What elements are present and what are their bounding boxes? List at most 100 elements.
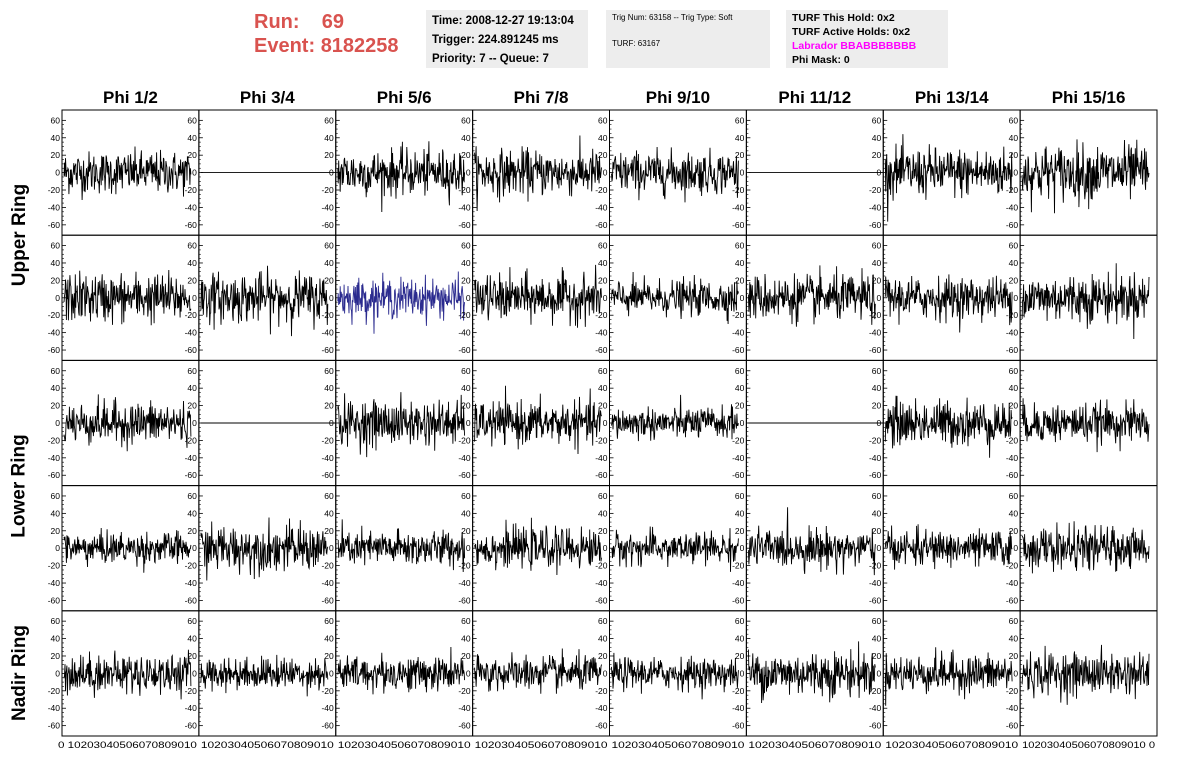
y-tick-label: 20 [324, 275, 334, 285]
waveform-trace [1021, 139, 1150, 214]
panel-r4-c3: 60 40 20 0 -20 -40 -60 [458, 610, 610, 737]
phi-title-4: Phi 9/10 [645, 88, 711, 107]
y-tick-label: -40 [869, 453, 882, 463]
turf-text: TURF: 63167 [612, 39, 661, 48]
y-tick-label: -40 [595, 453, 608, 463]
y-tick-label: 60 [187, 491, 197, 501]
y-tick-label: 20 [735, 150, 745, 160]
y-tick-label: -60 [458, 220, 471, 230]
y-tick-label: 0 [1013, 293, 1018, 303]
y-tick-label: -40 [48, 453, 61, 463]
y-tick-label: -40 [732, 453, 745, 463]
y-tick-label: 0 [1013, 418, 1018, 428]
y-tick-label: 0 [55, 418, 60, 428]
y-tick-label: 60 [51, 616, 61, 626]
panel-r0-c1: 60 40 20 0 -20 -40 -60 [185, 109, 337, 236]
y-tick-label: 40 [51, 383, 61, 393]
y-tick-label: 60 [872, 616, 882, 626]
y-tick-label: -40 [321, 202, 334, 212]
y-tick-label: 0 [603, 293, 608, 303]
y-tick-label: -20 [458, 686, 471, 696]
y-tick-label: -60 [732, 470, 745, 480]
y-tick-label: 20 [1009, 651, 1019, 661]
run-event-block: Run: 69 Event: 8182258 [254, 10, 399, 58]
y-tick-label: 0 [603, 168, 608, 178]
waveform-trace [1021, 644, 1150, 705]
y-tick-label: 20 [461, 275, 471, 285]
panel-r3-c1: 60 40 20 0 -20 -40 -60 [185, 485, 337, 612]
waveform-trace [337, 141, 466, 213]
y-tick-label: 40 [324, 508, 334, 518]
y-tick-label: 20 [324, 150, 334, 160]
y-tick-label: 0 [329, 543, 334, 553]
panel-r4-c6: 60 40 20 0 -20 -40 -60 [869, 610, 1021, 737]
y-tick-label: 20 [187, 651, 197, 661]
y-tick-label: 40 [461, 634, 471, 644]
phi-title-7: Phi 15/16 [1051, 88, 1126, 107]
priority-text: Priority: 7 -- Queue: 7 [432, 53, 549, 65]
y-tick-label: 60 [598, 366, 608, 376]
y-tick-label: 40 [51, 133, 61, 143]
y-tick-label: 0 [329, 168, 334, 178]
waveform-trace [747, 641, 876, 704]
waveform-trace [63, 269, 192, 326]
y-tick-label: -20 [48, 435, 61, 445]
y-tick-label: -60 [185, 220, 198, 230]
waveform-trace [474, 648, 602, 694]
y-tick-label: -40 [321, 453, 334, 463]
phi-title-1: Phi 3/4 [239, 88, 295, 107]
y-tick-label: 60 [51, 366, 61, 376]
y-tick-label: -20 [185, 310, 198, 320]
y-tick-label: 40 [1009, 383, 1019, 393]
y-tick-label: -20 [595, 686, 608, 696]
waveform-trace [474, 135, 602, 212]
y-tick-label: -20 [595, 185, 608, 195]
y-tick-label: 60 [461, 616, 471, 626]
y-tick-label: 20 [51, 401, 61, 411]
y-tick-label: 0 [329, 668, 334, 678]
y-tick-label: 40 [461, 133, 471, 143]
y-tick-label: -60 [869, 220, 882, 230]
y-tick-label: 20 [51, 651, 61, 661]
y-tick-label: 20 [324, 401, 334, 411]
y-tick-label: 0 [740, 668, 745, 678]
y-tick-label: -60 [1006, 220, 1019, 230]
y-tick-label: 60 [51, 491, 61, 501]
waveform-trace [1021, 398, 1150, 453]
y-tick-label: -40 [458, 453, 471, 463]
y-tick-label: 60 [735, 115, 745, 125]
panel-r0-c4: 60 40 20 0 -20 -40 -60 [595, 109, 747, 236]
y-tick-label: 40 [324, 258, 334, 268]
y-tick-label: -20 [321, 310, 334, 320]
y-tick-label: 60 [872, 491, 882, 501]
y-tick-label: 60 [1009, 491, 1019, 501]
y-tick-label: 20 [1009, 526, 1019, 536]
y-tick-label: 60 [735, 491, 745, 501]
y-tick-label: 60 [324, 115, 334, 125]
y-tick-label: 20 [1009, 150, 1019, 160]
trigger-text: Trigger: 224.891245 ms [432, 34, 559, 46]
y-tick-label: 60 [735, 241, 745, 251]
y-tick-label: 40 [598, 634, 608, 644]
y-tick-label: -20 [1006, 561, 1019, 571]
y-tick-label: -60 [869, 470, 882, 480]
y-tick-label: 20 [872, 150, 882, 160]
y-tick-label: 20 [598, 651, 608, 661]
y-tick-label: 40 [51, 508, 61, 518]
panel-r2-c5: 60 40 20 0 -20 -40 -60 [732, 359, 884, 487]
panel-r2-c1: 60 40 20 0 -20 -40 -60 [185, 359, 337, 487]
y-tick-label: 60 [872, 115, 882, 125]
y-tick-label: 60 [187, 241, 197, 251]
panel-r4-c5: 60 40 20 0 -20 -40 -60 [732, 610, 884, 737]
y-tick-label: 40 [324, 133, 334, 143]
panel-frame [609, 610, 747, 737]
run-value: 69 [321, 11, 345, 33]
waveform-trace [611, 146, 739, 203]
y-tick-label: -60 [732, 345, 745, 355]
y-tick-label: 60 [461, 491, 471, 501]
y-tick-label: -40 [732, 202, 745, 212]
y-tick-label: 20 [461, 401, 471, 411]
y-tick-label: -60 [595, 721, 608, 731]
y-tick-label: -20 [732, 561, 745, 571]
y-tick-label: -20 [185, 686, 198, 696]
